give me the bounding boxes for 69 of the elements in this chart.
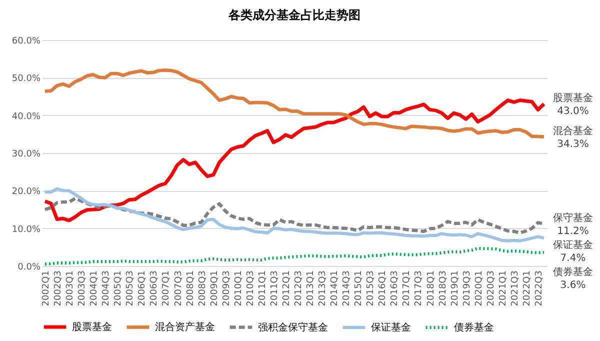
x-tick-label: 2022Q3 — [534, 270, 544, 306]
x-tick-label: 2017Q3 — [414, 270, 424, 306]
x-tick-label: 2013Q1 — [306, 270, 316, 306]
x-tick-label: 2007Q3 — [174, 270, 184, 306]
x-tick-label: 2021Q3 — [510, 270, 520, 306]
x-tick-label: 2018Q3 — [438, 270, 448, 306]
line-series — [44, 246, 546, 266]
x-tick-label: 2019Q1 — [450, 270, 460, 306]
x-tick-label: 2007Q1 — [162, 270, 172, 306]
text: 34.3% — [557, 138, 589, 150]
x-tick-label: 2006Q1 — [138, 270, 148, 306]
text: 3.6% — [560, 280, 586, 291]
text: 保证基金 — [553, 238, 593, 251]
x-tick-label: 2014Q3 — [342, 270, 352, 306]
x-tick-label: 2008Q3 — [198, 270, 208, 306]
line-series — [43, 68, 546, 138]
x-tick-label: 2003Q1 — [66, 270, 76, 306]
text: 债券基金 — [553, 266, 593, 278]
text: 混合基金 — [553, 124, 593, 137]
x-tick-label: 2021Q1 — [498, 270, 508, 306]
x-tick-label: 2013Q3 — [318, 270, 328, 306]
x-tick-label: 2009Q3 — [222, 270, 232, 306]
text: 保守基金 — [553, 212, 593, 224]
x-tick-label: 2015Q1 — [354, 270, 364, 306]
x-tick-label: 2003Q3 — [78, 270, 88, 306]
x-tick-label: 2010Q1 — [234, 270, 244, 306]
x-tick-label: 2018Q1 — [426, 270, 436, 306]
line-series — [43, 187, 546, 242]
x-tick-label: 2002Q3 — [54, 270, 64, 306]
x-tick-label: 2014Q1 — [330, 270, 340, 306]
line-series — [43, 98, 546, 222]
x-tick-label: 2010Q3 — [246, 270, 256, 306]
x-tick-label: 2015Q3 — [366, 270, 376, 306]
x-tick-label: 2016Q1 — [378, 270, 388, 306]
x-tick-label: 2005Q3 — [126, 270, 136, 306]
legend-label: 股票基金 — [72, 321, 112, 333]
y-tick-label: 20.0% — [12, 187, 41, 198]
y-tick-label: 30.0% — [12, 150, 41, 160]
text: 11.2% — [557, 226, 589, 237]
text: 股票基金 — [553, 92, 593, 104]
y-tick-label: 50.0% — [12, 74, 41, 84]
x-tick-label: 2017Q1 — [402, 270, 412, 306]
x-tick-label: 2020Q3 — [486, 270, 496, 306]
x-tick-label: 2011Q1 — [258, 270, 268, 306]
text: 7.4% — [560, 252, 586, 264]
x-tick-label: 2012Q1 — [282, 270, 292, 306]
x-tick-label: 2020Q1 — [474, 270, 484, 306]
y-tick-label: 0.0% — [18, 262, 41, 272]
text: 43.0% — [557, 106, 589, 118]
y-tick-label: 60.0% — [12, 36, 41, 46]
x-tick-label: 2002Q1 — [42, 270, 52, 306]
x-tick-label: 2022Q1 — [522, 270, 532, 306]
legend-label: 混合资产基金 — [155, 321, 215, 334]
x-tick-label: 2008Q1 — [186, 270, 196, 306]
legend-label: 保证基金 — [371, 321, 411, 334]
x-tick-label: 2004Q3 — [102, 270, 112, 306]
y-tick-label: 10.0% — [12, 224, 41, 235]
x-tick-label: 2011Q3 — [270, 270, 280, 306]
x-tick-label: 2016Q3 — [390, 270, 400, 306]
x-tick-label: 2009Q1 — [210, 270, 220, 306]
x-tick-label: 2005Q1 — [114, 270, 124, 306]
legend-label: 债券基金 — [454, 322, 494, 334]
x-tick-label: 2012Q3 — [294, 270, 304, 306]
x-tick-label: 2004Q1 — [90, 270, 100, 306]
y-tick-label: 40.0% — [12, 112, 41, 122]
chart-title: 各类成分基金占比走势图 — [228, 8, 360, 22]
x-tick-label: 2006Q3 — [150, 270, 160, 306]
x-tick-label: 2019Q3 — [462, 270, 472, 306]
legend-label: 强积金保守基金 — [258, 321, 328, 334]
